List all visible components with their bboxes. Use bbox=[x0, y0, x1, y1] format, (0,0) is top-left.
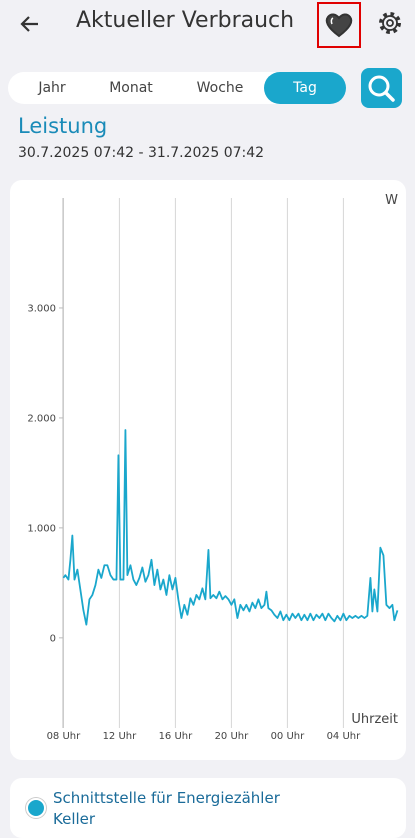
chart-card: 08 Uhr 12 Uhr 16 Uhr 20 Uhr 00 Uhr 04 Uhr 0 1.0… bbox=[10, 180, 406, 760]
tab[interactable]: Tag bbox=[264, 72, 346, 104]
x-tick-label: 12 Uhr bbox=[103, 731, 138, 742]
search-icon bbox=[368, 75, 395, 102]
tab[interactable]: Woche bbox=[196, 80, 244, 96]
section-title: Leistung bbox=[18, 114, 108, 138]
legend[interactable]: Schnittstelle für Energiezähler Keller bbox=[10, 778, 406, 838]
x-tick-label: 04 Uhr bbox=[327, 731, 362, 742]
settings-button[interactable] bbox=[377, 10, 403, 36]
tab[interactable]: Jahr bbox=[38, 80, 66, 96]
y-tick-label: 0 bbox=[50, 633, 56, 644]
y-unit-label: W bbox=[385, 193, 398, 208]
x-tick-label: 00 Uhr bbox=[271, 731, 306, 742]
x-tick-label: 08 Uhr bbox=[47, 731, 82, 742]
heart-icon bbox=[325, 13, 353, 38]
x-tick-label: 16 Uhr bbox=[159, 731, 194, 742]
date-range: 30.7.2025 07:42 - 31.7.2025 07:42 bbox=[18, 145, 265, 161]
y-tick-label: 2.000 bbox=[27, 413, 56, 424]
favorite-button[interactable] bbox=[317, 2, 361, 48]
tab[interactable]: Monat bbox=[109, 80, 153, 96]
header-title: Aktueller Verbrauch bbox=[76, 8, 295, 33]
chart: 08 Uhr 12 Uhr 16 Uhr 20 Uhr 00 Uhr 04 Uhr 0 1.0… bbox=[27, 193, 399, 742]
search-button[interactable] bbox=[361, 68, 402, 108]
data-line bbox=[62, 429, 399, 626]
y-tick-label: 3.000 bbox=[27, 303, 56, 314]
x-axis-label: Uhrzeit bbox=[351, 712, 398, 727]
legend-swatch bbox=[26, 798, 46, 818]
x-tick-label: 20 Uhr bbox=[215, 731, 250, 742]
back-button[interactable] bbox=[18, 12, 42, 36]
tab-bar: Jahr Monat Woche Tag bbox=[8, 72, 346, 104]
y-tick-label: 1.000 bbox=[27, 523, 56, 534]
